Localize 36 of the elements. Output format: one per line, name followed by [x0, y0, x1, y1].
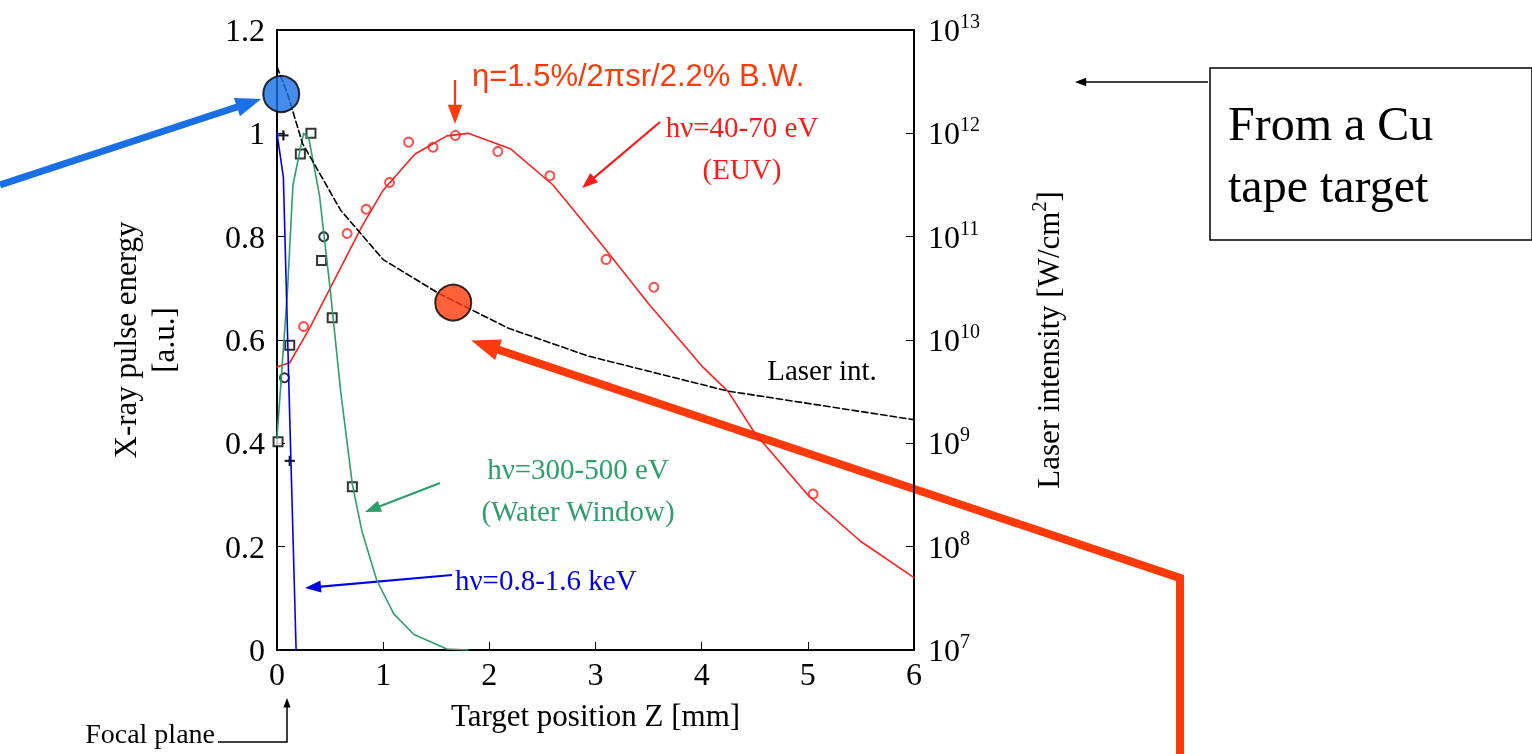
x-tick-label: 1 — [375, 656, 392, 692]
annotation: hν=300-500 eV (Water Window) — [481, 452, 675, 529]
x-tick-label: 4 — [693, 656, 710, 692]
y-tick-label: 0.4 — [225, 425, 265, 462]
y-tick-label: 0 — [249, 632, 265, 668]
x-tick-label: 2 — [481, 656, 498, 692]
annotation: Laser int. — [767, 354, 877, 386]
y-axis-title: X-ray pulse energy [a.u.] — [107, 221, 181, 459]
y-tick-label: 1.2 — [225, 12, 265, 48]
point — [403, 136, 415, 148]
point — [492, 145, 504, 157]
point — [316, 254, 328, 266]
y2-axis-title: Laser intensity [W/cm2] — [1028, 191, 1066, 489]
y-tick-label: 1 — [249, 115, 265, 152]
line-series — [276, 132, 297, 651]
point — [360, 203, 372, 215]
text: From a Cu tape target — [1228, 96, 1446, 212]
annotation: η=1.5%/2πsr/2.2% B.W. — [472, 57, 805, 93]
point — [278, 130, 289, 141]
y-tick-label: 0.2 — [225, 528, 265, 565]
x-tick-label: 5 — [799, 656, 816, 692]
point — [305, 127, 317, 139]
y-tick-label: 0.8 — [225, 218, 265, 255]
y-tick-label: 0.6 — [225, 322, 265, 358]
point — [341, 228, 353, 240]
point — [544, 170, 556, 182]
x-axis-title: Target position Z [mm] — [450, 698, 741, 733]
annotation: hν=0.8-1.6 keV — [455, 564, 637, 596]
point — [298, 321, 310, 333]
x-tick-label: 3 — [587, 656, 604, 692]
annotation: hν=40-70 eV (EUV) — [665, 110, 819, 187]
x-tick-label: 6 — [906, 656, 922, 692]
text: Focal plane — [85, 717, 215, 749]
point — [272, 436, 284, 448]
point — [648, 281, 660, 293]
point — [600, 253, 612, 265]
